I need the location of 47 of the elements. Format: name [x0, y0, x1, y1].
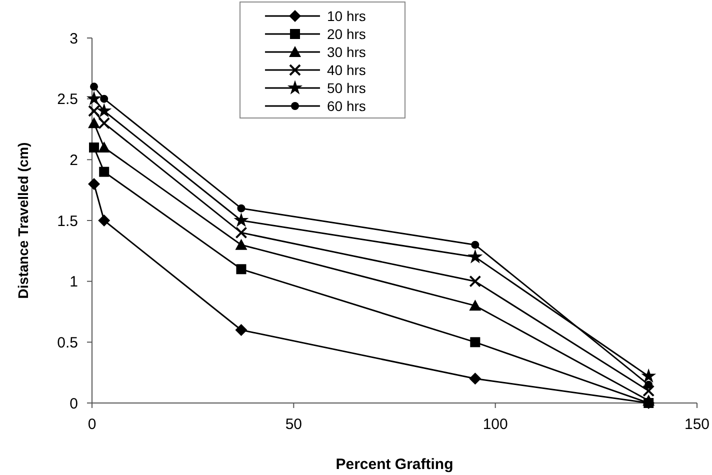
point: [234, 212, 249, 227]
point: [98, 142, 110, 152]
point: [96, 103, 112, 118]
legend-label: 50 hrs: [327, 80, 366, 96]
point: [90, 82, 98, 91]
x-tick-label: 100: [482, 416, 508, 433]
y-tick-label: 3: [70, 30, 78, 48]
y-tick-label: 0: [70, 395, 78, 412]
point: [237, 204, 246, 212]
point: [235, 324, 248, 336]
legend-label: 10 hrs: [327, 8, 366, 24]
point: [99, 166, 110, 177]
point: [468, 249, 483, 264]
x-axis-title: Percent Grafting: [336, 456, 454, 473]
legend-label: 40 hrs: [327, 62, 366, 78]
point: [469, 372, 482, 385]
point: [88, 117, 100, 128]
y-tick-label: 1.5: [57, 212, 78, 230]
x-tick-label: 50: [285, 416, 302, 433]
point: [98, 117, 110, 130]
y-tick-label: 0.5: [57, 334, 78, 352]
point: [469, 275, 482, 288]
y-tick-label: 2.5: [57, 91, 78, 108]
legend-label: 60 hrs: [327, 98, 366, 114]
point: [88, 105, 100, 117]
point: [98, 214, 110, 226]
point: [641, 368, 656, 383]
point: [86, 90, 102, 106]
y-axis-title: Distance Travelled (cm): [15, 142, 31, 299]
legend-label: 20 hrs: [327, 26, 366, 42]
point: [89, 142, 100, 152]
point: [644, 380, 653, 389]
point: [235, 238, 248, 250]
y-tick-label: 1: [70, 274, 78, 291]
point: [88, 178, 100, 190]
point: [235, 226, 248, 239]
point: [470, 337, 480, 348]
point: [100, 94, 108, 103]
point: [642, 394, 655, 406]
x-tick-label: 0: [88, 416, 96, 433]
legend-label: 30 hrs: [327, 44, 366, 60]
x-tick-label: 150: [684, 416, 710, 433]
point: [642, 384, 655, 397]
y-tick-label: 2: [70, 152, 78, 169]
point: [471, 240, 480, 249]
point: [236, 264, 246, 274]
point: [469, 300, 482, 311]
